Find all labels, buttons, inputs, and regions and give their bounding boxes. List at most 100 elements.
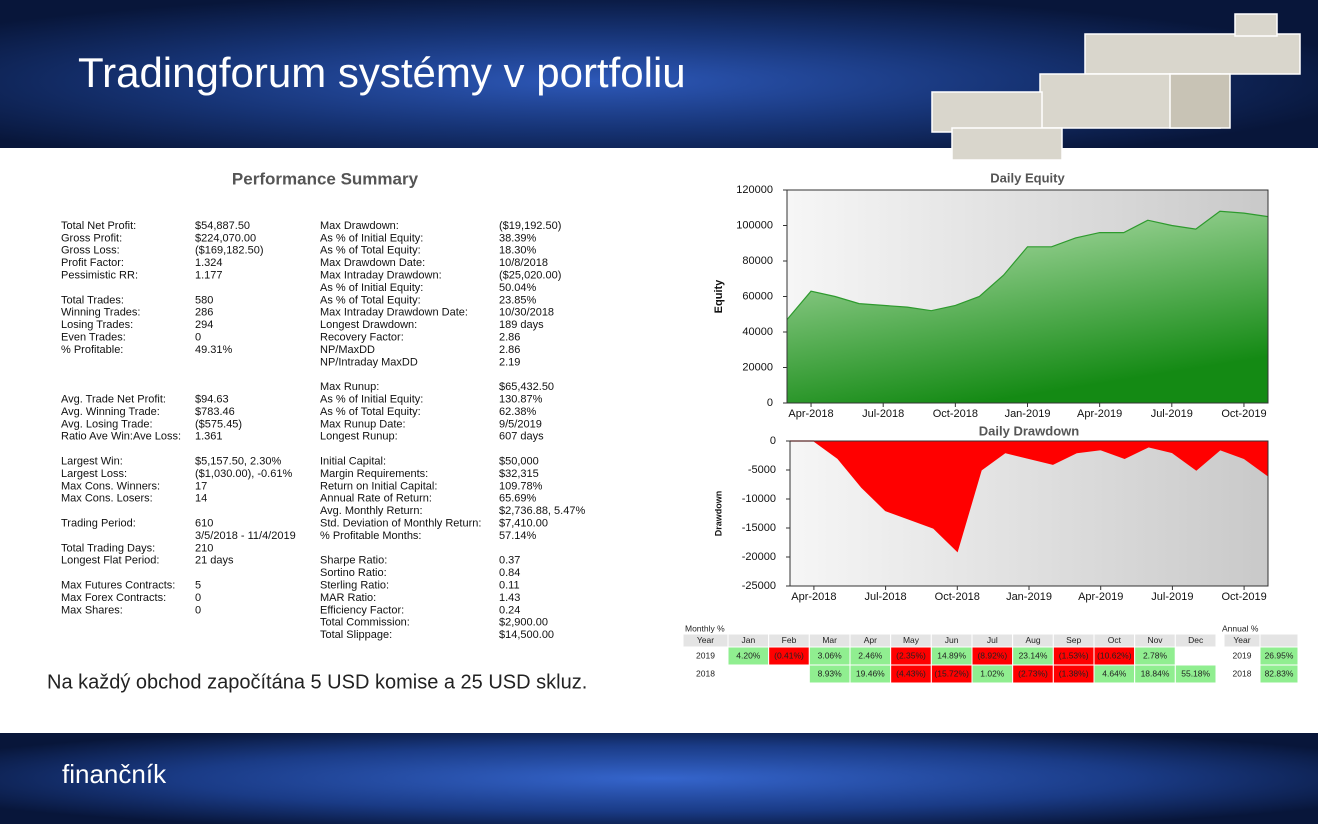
summary-value: ($25,020.00) bbox=[499, 270, 561, 282]
plot-frame bbox=[789, 440, 1269, 587]
y-tick-label: 0 bbox=[767, 397, 773, 409]
table-header: Mar bbox=[822, 635, 837, 645]
table-header: Apr bbox=[864, 635, 877, 645]
table-value: 2018 bbox=[696, 668, 715, 678]
footnote: Na každý obchod započítána 5 USD komise … bbox=[47, 671, 587, 693]
summary-value: $5,157.50, 2.30% bbox=[195, 456, 281, 468]
summary-label: Trading Period: bbox=[61, 518, 136, 530]
summary-label: Margin Requirements: bbox=[320, 468, 428, 480]
table-header: May bbox=[903, 635, 920, 645]
summary-value: $7,410.00 bbox=[499, 518, 548, 530]
summary-label: Max Shares: bbox=[61, 604, 123, 616]
table-value: 2019 bbox=[1233, 650, 1252, 660]
table-value: 4.64% bbox=[1102, 668, 1127, 678]
summary-label: Profit Factor: bbox=[61, 257, 124, 269]
table-value: 2019 bbox=[696, 650, 715, 660]
table-value: 2.46% bbox=[858, 650, 883, 660]
table-value: (1.53%) bbox=[1059, 650, 1089, 660]
table-value: 18.84% bbox=[1141, 668, 1170, 678]
table-header: Year bbox=[1233, 635, 1250, 645]
table-value: (1.38%) bbox=[1059, 668, 1089, 678]
summary-value: 0.11 bbox=[499, 580, 520, 592]
table-value: (2.73%) bbox=[1018, 668, 1048, 678]
summary-label: NP/Intraday MaxDD bbox=[320, 356, 418, 368]
summary-label: Avg. Winning Trade: bbox=[61, 406, 160, 418]
table-value: 3.06% bbox=[818, 650, 843, 660]
summary-label: As % of Initial Equity: bbox=[320, 282, 423, 294]
summary-label: Std. Deviation of Monthly Return: bbox=[320, 518, 481, 530]
x-tick-label: Apr-2019 bbox=[1077, 408, 1122, 420]
summary-label: Return on Initial Capital: bbox=[320, 480, 437, 492]
summary-value: 3/5/2018 - 11/4/2019 bbox=[195, 530, 296, 542]
summary-label: Max Intraday Drawdown: bbox=[320, 270, 442, 282]
summary-value: 109.78% bbox=[499, 480, 543, 492]
area bbox=[790, 441, 1268, 552]
summary-value: 189 days bbox=[499, 319, 544, 331]
y-tick-label: 0 bbox=[770, 435, 776, 447]
summary-value: $14,500.00 bbox=[499, 629, 554, 641]
summary-label: Largest Loss: bbox=[61, 468, 127, 480]
table-value: 1.02% bbox=[980, 668, 1005, 678]
annual-title: Annual % bbox=[1222, 623, 1259, 633]
y-tick-label: 100000 bbox=[736, 219, 773, 231]
table-header: Jun bbox=[945, 635, 959, 645]
x-tick-label: Jul-2019 bbox=[1151, 408, 1193, 420]
summary-value: ($1,030.00), -0.61% bbox=[195, 468, 292, 480]
summary-label: Total Trading Days: bbox=[61, 542, 155, 554]
table-value: (15.72%) bbox=[934, 668, 969, 678]
table-cell bbox=[1259, 664, 1299, 684]
summary-value: ($169,182.50) bbox=[195, 245, 264, 257]
summary-value: 2.19 bbox=[499, 356, 520, 368]
table-value: 82.83% bbox=[1265, 668, 1294, 678]
table-value: (2.35%) bbox=[896, 650, 926, 660]
summary-value: $54,887.50 bbox=[195, 220, 250, 232]
y-axis-label: Drawdown bbox=[713, 491, 723, 537]
table-value: 23.14% bbox=[1019, 650, 1048, 660]
y-tick-label: -20000 bbox=[742, 551, 776, 563]
table-value: 8.93% bbox=[818, 668, 843, 678]
summary-value: 57.14% bbox=[499, 530, 537, 542]
summary-value: 21 days bbox=[195, 555, 234, 567]
table-header: Sep bbox=[1066, 635, 1081, 645]
table-value: (4.43%) bbox=[896, 668, 926, 678]
summary-value: $224,070.00 bbox=[195, 232, 256, 244]
summary-value: 2.86 bbox=[499, 332, 520, 344]
x-tick-label: Apr-2018 bbox=[791, 591, 836, 603]
table-cell bbox=[727, 664, 770, 684]
summary-label: As % of Total Equity: bbox=[320, 245, 421, 257]
x-tick-label: Jul-2019 bbox=[1151, 591, 1193, 603]
summary-value: 580 bbox=[195, 294, 213, 306]
summary-value: ($19,192.50) bbox=[499, 220, 561, 232]
summary-label: Avg. Monthly Return: bbox=[320, 505, 423, 517]
summary-value: 23.85% bbox=[499, 294, 537, 306]
summary-label: Even Trades: bbox=[61, 332, 126, 344]
table-header: Feb bbox=[782, 635, 797, 645]
summary-value: 1.324 bbox=[195, 257, 223, 269]
summary-label: As % of Total Equity: bbox=[320, 406, 421, 418]
x-tick-label: Jul-2018 bbox=[862, 408, 904, 420]
chart-title: Daily Equity bbox=[990, 170, 1065, 185]
area bbox=[787, 211, 1268, 403]
table-value: (0.41%) bbox=[774, 650, 804, 660]
summary-label: Sterling Ratio: bbox=[320, 580, 389, 592]
summary-label: Total Trades: bbox=[61, 294, 124, 306]
summary-label: Longest Runup: bbox=[320, 431, 398, 443]
summary-value: 9/5/2019 bbox=[499, 418, 542, 430]
summary-label: % Profitable Months: bbox=[320, 530, 422, 542]
table-value: 19.46% bbox=[856, 668, 885, 678]
summary-label: Annual Rate of Return: bbox=[320, 493, 432, 505]
table-value: 26.95% bbox=[1265, 650, 1294, 660]
summary-label: Max Futures Contracts: bbox=[61, 580, 175, 592]
summary-label: Winning Trades: bbox=[61, 307, 140, 319]
summary-label: Recovery Factor: bbox=[320, 332, 404, 344]
money-collage bbox=[931, 13, 1301, 161]
table-header: Nov bbox=[1147, 635, 1163, 645]
summary-label: Avg. Trade Net Profit: bbox=[61, 394, 166, 406]
summary-label: NP/MaxDD bbox=[320, 344, 375, 356]
summary-value: 18.30% bbox=[499, 245, 537, 257]
summary-value: $65,432.50 bbox=[499, 381, 554, 393]
table-header: Dec bbox=[1188, 635, 1204, 645]
summary-value: 38.39% bbox=[499, 232, 537, 244]
table-value: 14.89% bbox=[937, 650, 966, 660]
